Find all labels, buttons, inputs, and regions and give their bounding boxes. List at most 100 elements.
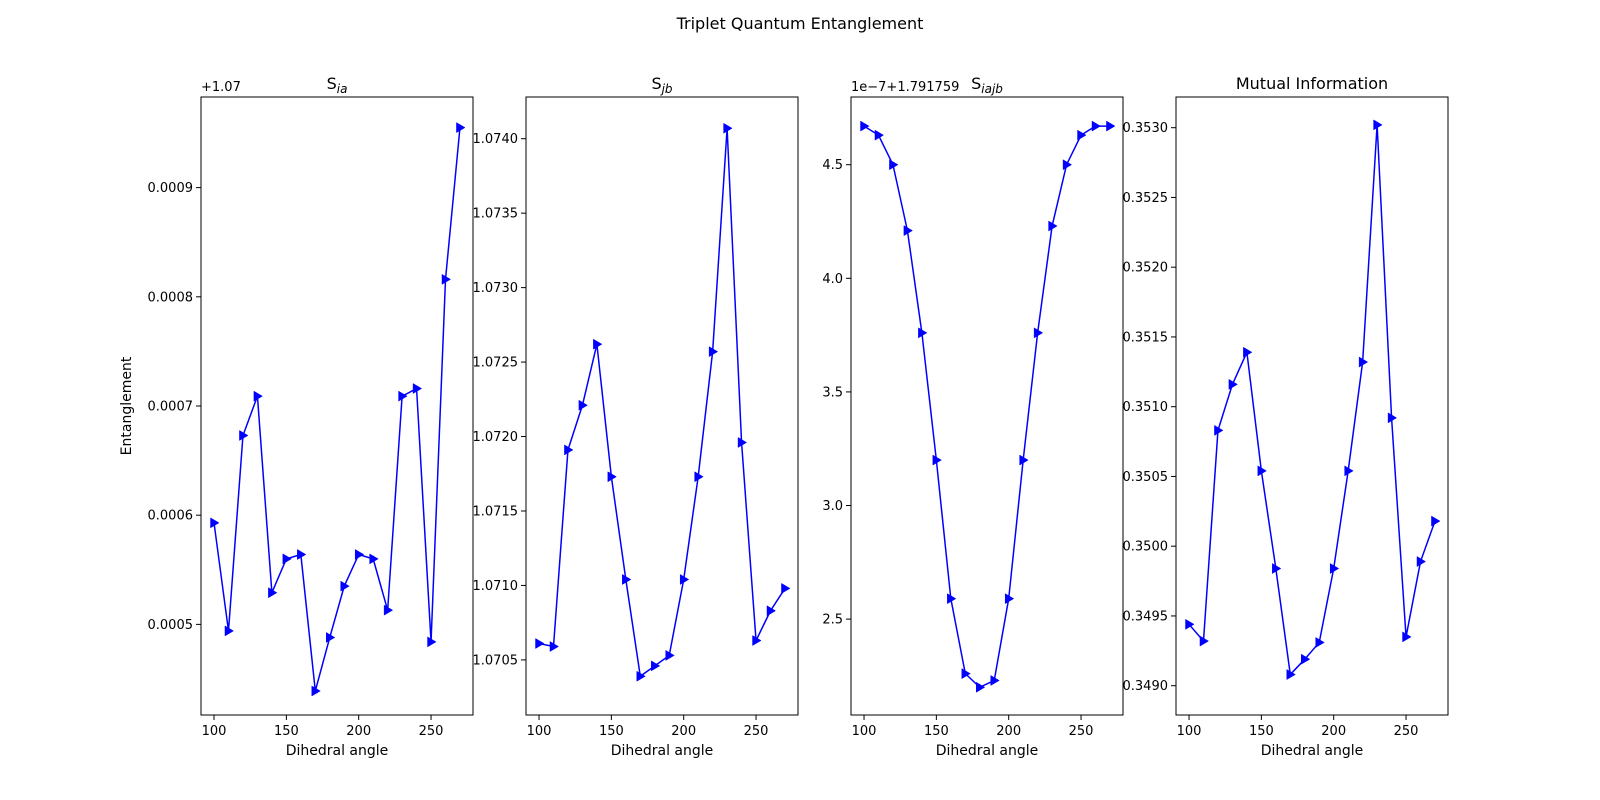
y-tick-label: 3.5 [822, 385, 843, 400]
data-point [1062, 159, 1073, 171]
y-tick-label: 4.5 [822, 158, 843, 173]
data-point [1257, 465, 1267, 477]
x-tick-label: 250 [1394, 724, 1419, 739]
subplot-4: 100 150 200 250 0.3490 0.3495 0.3500 0.3505 0.35… [1123, 74, 1449, 759]
data-point [708, 346, 719, 358]
data-point [427, 636, 437, 648]
data-point [694, 471, 704, 483]
data-point [932, 454, 942, 466]
data-point [1301, 653, 1311, 665]
data-point [593, 338, 603, 350]
x-tick-label: 250 [1069, 724, 1094, 739]
data-point [636, 670, 646, 682]
y-axis-label: Entanglement [119, 356, 135, 455]
y-offset-label: +1.07 [201, 80, 241, 95]
axes-frame [850, 96, 1124, 716]
data-point [1286, 669, 1296, 680]
subplot-title: Sjb [651, 74, 672, 96]
data-point [607, 471, 617, 483]
series-line [1188, 124, 1436, 677]
data-point [622, 574, 632, 585]
subplot-1: 100 150 200 250 0.0005 0.0006 0.0007 0.0008 0.00… [119, 74, 474, 759]
x-tick-label: 100 [527, 724, 552, 739]
data-point [578, 399, 588, 411]
data-point [737, 437, 748, 448]
data-point [456, 122, 466, 134]
y-tick-label: 0.3525 [1123, 191, 1169, 206]
y-tick-label: 0.3520 [1123, 261, 1169, 276]
subplot-title: Mutual Information [1236, 74, 1388, 93]
data-point [976, 681, 986, 693]
data-point [268, 587, 278, 599]
data-point [1329, 563, 1340, 574]
x-axis-label: Dihedral angle [936, 743, 1039, 759]
y-tick-label: 0.3490 [1123, 679, 1169, 694]
y-tick-label: 0.3505 [1123, 470, 1169, 485]
x-axis-label: Dihedral angle [611, 743, 714, 759]
data-point [723, 122, 733, 134]
x-tick-label: 100 [1177, 724, 1202, 739]
data-point [535, 638, 545, 649]
data-point [239, 430, 249, 441]
data-point [564, 444, 574, 456]
data-point [752, 635, 762, 646]
data-point [1228, 378, 1238, 390]
y-tick-label: 4.0 [822, 272, 843, 287]
data-point [1431, 515, 1441, 527]
x-axis-label: Dihedral angle [1261, 743, 1364, 759]
data-point [679, 574, 690, 585]
x-tick-label: 200 [346, 724, 371, 739]
x-tick-label: 250 [744, 724, 769, 739]
data-point [874, 129, 884, 141]
subplot-title: Sia [327, 74, 348, 96]
data-point [1106, 120, 1116, 132]
data-point [398, 390, 408, 402]
x-tick-label: 250 [419, 724, 444, 739]
y-tick-label: 1.0730 [473, 281, 519, 296]
subplot-3: 100 150 200 250 2.5 3.0 3.5 4.0 4.5 1e−7+1.791759… [822, 74, 1124, 759]
y-offset-label: 1e−7+1.791759 [851, 80, 959, 95]
y-tick-label: 1.0735 [473, 207, 519, 222]
data-point [1091, 120, 1102, 132]
data-point [369, 553, 379, 565]
data-point [326, 632, 336, 643]
data-point [918, 327, 928, 339]
data-point [903, 225, 913, 237]
data-point [1048, 220, 1058, 232]
data-point [1004, 593, 1015, 605]
data-point [253, 390, 263, 402]
x-tick-label: 100 [852, 724, 877, 739]
y-tick-label: 0.3515 [1123, 330, 1169, 345]
x-tick-label: 200 [1321, 724, 1346, 739]
data-point [210, 517, 220, 529]
x-tick-label: 150 [599, 724, 624, 739]
y-tick-label: 1.0710 [473, 579, 519, 594]
y-tick-label: 0.3510 [1123, 400, 1169, 415]
data-point [297, 549, 307, 560]
data-point [354, 549, 365, 560]
series-line [863, 125, 1110, 689]
data-point [1358, 356, 1369, 368]
data-point [441, 273, 452, 285]
data-point [1416, 556, 1427, 567]
y-tick-label: 3.0 [822, 499, 843, 514]
x-tick-label: 150 [1249, 724, 1274, 739]
y-tick-label: 0.3495 [1123, 609, 1169, 624]
data-point [1185, 618, 1195, 630]
data-point [1243, 346, 1253, 358]
data-point [383, 604, 394, 616]
data-point [1214, 424, 1224, 436]
x-tick-label: 150 [924, 724, 949, 739]
y-tick-label: 0.0005 [148, 618, 194, 633]
data-point [1373, 119, 1383, 131]
data-point [412, 383, 423, 394]
data-point [990, 675, 1000, 686]
y-tick-label: 1.0740 [473, 132, 519, 147]
x-tick-label: 100 [202, 724, 227, 739]
y-tick-label: 1.0725 [473, 356, 519, 371]
data-point [1019, 454, 1029, 466]
data-point [1033, 327, 1044, 339]
data-point [1272, 563, 1282, 574]
data-point [1077, 129, 1087, 141]
data-point [961, 668, 971, 680]
